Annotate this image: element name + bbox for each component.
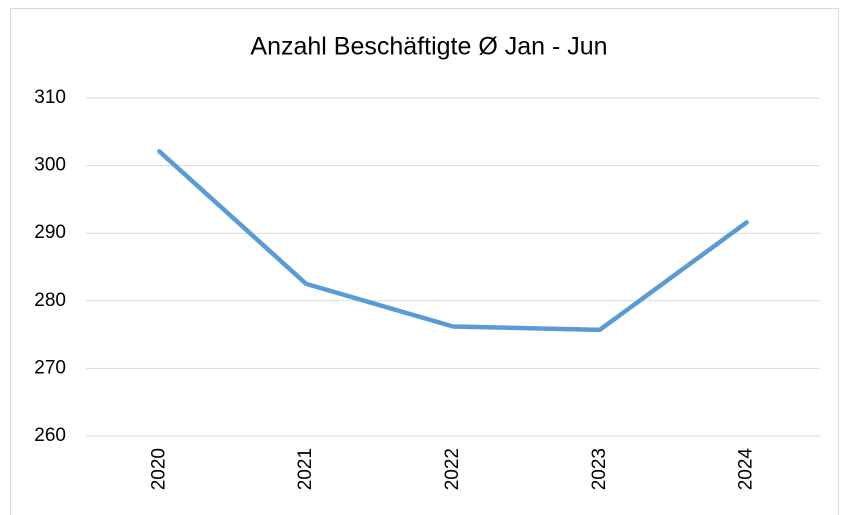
chart-title: Anzahl Beschäftigte Ø Jan - Jun <box>250 33 607 61</box>
y-tick-label: 300 <box>34 155 66 176</box>
y-tick-label: 260 <box>34 425 66 446</box>
chart-border <box>10 8 839 515</box>
x-tick-label: 2020 <box>148 448 169 490</box>
y-tick-label: 280 <box>34 290 66 311</box>
y-tick-label: 310 <box>34 87 66 108</box>
x-tick-label: 2024 <box>736 448 757 491</box>
y-tick-label: 290 <box>34 222 66 243</box>
y-tick-label: 270 <box>34 357 66 378</box>
data-line <box>157 149 749 333</box>
x-tick-label: 2021 <box>295 448 316 490</box>
x-tick-label: 2023 <box>589 448 610 490</box>
x-tick-label: 2022 <box>442 448 463 490</box>
